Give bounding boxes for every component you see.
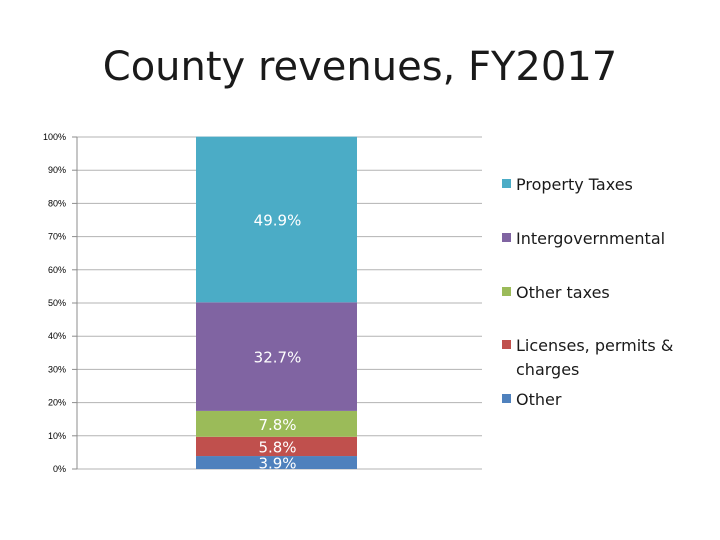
bar-segment: [196, 136, 357, 303]
legend-label: Licenses, permits & charges: [516, 336, 673, 379]
legend-swatch: [502, 233, 511, 242]
bar-segment: [196, 410, 357, 437]
legend-label: Other: [516, 390, 562, 409]
data-label: 3.9%: [258, 455, 296, 473]
legend-label: Other taxes: [516, 283, 610, 302]
data-label: 32.7%: [254, 349, 302, 367]
bar-segment: [196, 302, 357, 411]
y-tick-label: 100%: [43, 132, 66, 142]
chart-title: County revenues, FY2017: [102, 44, 618, 90]
y-tick-label: 0%: [53, 464, 66, 474]
y-tick-label: 60%: [48, 265, 66, 275]
data-label: 5.8%: [258, 438, 296, 456]
data-label: 7.8%: [258, 416, 296, 434]
bar-segment: [196, 436, 357, 457]
legend-swatch: [502, 340, 511, 349]
legend-swatch: [502, 287, 511, 296]
legend-label: Property Taxes: [516, 175, 633, 194]
legend-label: Intergovernmental: [516, 229, 665, 248]
bar-segment: [196, 456, 357, 469]
y-tick-label: 50%: [48, 298, 66, 308]
y-tick-label: 80%: [48, 198, 66, 208]
y-tick-label: 20%: [48, 398, 66, 408]
legend-swatch: [502, 394, 511, 403]
y-tick-label: 90%: [48, 165, 66, 175]
y-tick-label: 10%: [48, 431, 66, 441]
data-label: 49.9%: [254, 212, 302, 230]
y-tick-label: 40%: [48, 331, 66, 341]
y-tick-label: 70%: [48, 232, 66, 242]
legend-swatch: [502, 179, 511, 188]
y-tick-label: 30%: [48, 364, 66, 374]
